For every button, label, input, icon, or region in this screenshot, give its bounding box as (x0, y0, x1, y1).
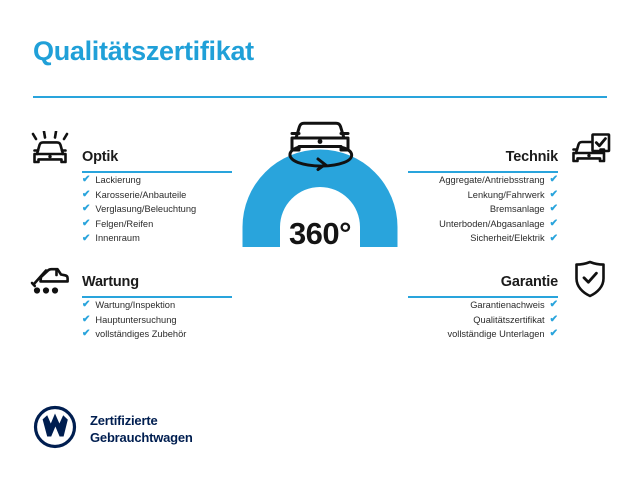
check-icon: ✔ (549, 188, 558, 200)
list-item: ✔ Karosserie/Anbauteile (82, 188, 232, 203)
check-icon: ✔ (82, 188, 91, 200)
svg-text:Gebrauchtwagen-Check: Gebrauchtwagen-Check (249, 246, 392, 306)
volkswagen-logo (33, 405, 77, 454)
list-item: ✔ Felgen/Reifen (82, 217, 232, 232)
list-item: Sicherheit/Elektrik ✔ (408, 231, 558, 246)
checklist-wartung: ✔ Wartung/Inspektion ✔ Hauptuntersuchung ✔… (82, 298, 232, 342)
list-item-label: Unterboden/Abgasanlage (439, 218, 545, 229)
list-item-label: vollständige Unterlagen (447, 329, 545, 340)
section-header: Garantie (408, 268, 558, 298)
list-item-label: Sicherheit/Elektrik (470, 233, 545, 244)
section-divider (82, 296, 232, 298)
list-item: Bremsanlage ✔ (408, 202, 558, 217)
list-item-label: vollständiges Zubehör (95, 329, 187, 340)
list-item: ✔ Verglasung/Beleuchtung (82, 202, 232, 217)
car-shine-icon (28, 130, 72, 176)
checklist-technik: Aggregate/Antriebsstrang ✔ Lenkung/Fahrwe… (408, 173, 558, 246)
checklist-garantie: Garantienachweis ✔ Qualitätszertifikat ✔ v… (408, 298, 558, 342)
check-icon: ✔ (82, 232, 91, 244)
list-item-label: Lackierung (95, 175, 141, 185)
footer-line-1: Zertifizierte (90, 413, 158, 428)
shield-check-icon (570, 258, 610, 305)
check-icon: ✔ (549, 174, 558, 186)
check-icon: ✔ (82, 299, 91, 311)
list-item: Aggregate/Antriebsstrang ✔ (408, 173, 558, 188)
list-item-label: Qualitätszertifikat (473, 314, 545, 325)
section-header: Technik (408, 143, 558, 173)
list-item: Unterboden/Abgasanlage ✔ (408, 217, 558, 232)
section-title-wartung: Wartung (82, 274, 139, 290)
section-title-garantie: Garantie (500, 274, 558, 290)
section-divider (82, 171, 232, 173)
car-wrench-icon (28, 257, 72, 302)
check-icon: ✔ (549, 328, 558, 340)
badge-center-label: 360° (288, 216, 352, 251)
check-icon: ✔ (549, 232, 558, 244)
section-garantie: Garantie Garantienachweis ✔ Qualitätszert… (408, 268, 558, 342)
checklist-optik: ✔ Lackierung ✔ Karosserie/Anbauteile ✔ Verg… (82, 173, 232, 246)
list-item-label: Garantienachweis (470, 300, 545, 310)
check-icon: ✔ (82, 203, 91, 215)
list-item: vollständige Unterlagen ✔ (408, 327, 558, 342)
list-item-label: Innenraum (95, 233, 140, 244)
list-item-label: Wartung/Inspektion (95, 300, 176, 310)
section-wartung: Wartung ✔ Wartung/Inspektion ✔ Hauptunters… (82, 268, 232, 342)
list-item: ✔ Hauptuntersuchung (82, 313, 232, 328)
list-item-label: Karosserie/Anbauteile (95, 189, 187, 200)
section-divider (408, 296, 558, 298)
footer-text: Zertifizierte Gebrauchtwagen (90, 413, 193, 446)
section-divider (408, 171, 558, 173)
list-item-label: Verglasung/Beleuchtung (95, 204, 197, 215)
section-optik: Optik ✔ Lackierung ✔ Karosserie/Anbauteile… (82, 143, 232, 246)
check-icon: ✔ (549, 218, 558, 230)
check-icon: ✔ (549, 299, 558, 311)
list-item: ✔ Innenraum (82, 231, 232, 246)
car-checkbox-icon (568, 131, 612, 176)
footer-brand: Zertifizierte Gebrauchtwagen (33, 405, 193, 454)
section-title-technik: Technik (505, 149, 559, 165)
list-item: ✔ Lackierung (82, 173, 232, 188)
list-item-label: Bremsanlage (489, 204, 545, 215)
section-header: Optik (82, 143, 232, 173)
check-icon: ✔ (82, 313, 91, 325)
list-item: ✔ Wartung/Inspektion (82, 298, 232, 313)
check-icon: ✔ (549, 313, 558, 325)
footer-line-2: Gebrauchtwagen (90, 429, 193, 445)
list-item: Garantienachweis ✔ (408, 298, 558, 313)
list-item-label: Aggregate/Antriebsstrang (439, 175, 545, 185)
section-header: Wartung (82, 268, 232, 298)
section-technik: Technik Aggregate/Antriebsstrang ✔ Lenkun… (408, 143, 558, 246)
list-item: Lenkung/Fahrwerk ✔ (408, 188, 558, 203)
list-item: ✔ vollständiges Zubehör (82, 327, 232, 342)
section-title-optik: Optik (82, 149, 119, 165)
list-item-label: Lenkung/Fahrwerk (467, 189, 545, 200)
title-divider (33, 96, 607, 98)
check-icon: ✔ (82, 328, 91, 340)
page-title: Qualitätszertifikat (33, 36, 254, 66)
badge-360-gebrauchtwagen-check: Gebrauchtwagen-Check 360° (225, 112, 415, 310)
check-icon: ✔ (82, 174, 91, 186)
list-item: Qualitätszertifikat ✔ (408, 313, 558, 328)
check-icon: ✔ (82, 218, 91, 230)
list-item-label: Hauptuntersuchung (95, 314, 177, 325)
list-item-label: Felgen/Reifen (95, 218, 154, 229)
badge-arc-label: Gebrauchtwagen-Check (249, 246, 392, 306)
check-icon: ✔ (549, 203, 558, 215)
